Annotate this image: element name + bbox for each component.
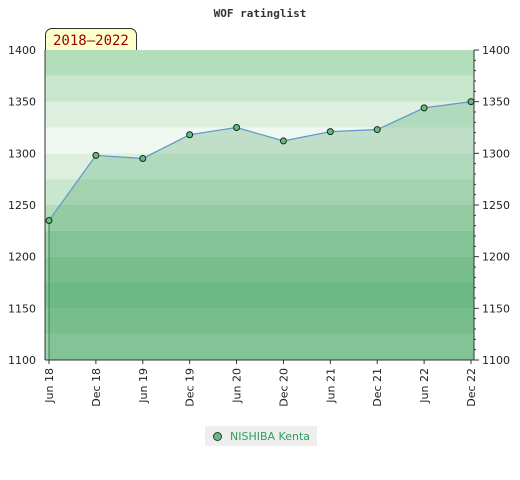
x-tick-label: Jun 21	[324, 368, 337, 404]
y-tick-label-right: 1400	[482, 44, 510, 57]
y-tick-label-right: 1250	[482, 199, 510, 212]
data-point	[420, 104, 428, 112]
x-tick-label: Dec 22	[465, 368, 478, 407]
rating-band	[45, 101, 474, 128]
legend-marker-icon	[213, 431, 222, 441]
y-tick-label-right: 1150	[482, 302, 510, 315]
period-label: 2018–2022	[45, 28, 137, 50]
data-point	[373, 126, 381, 134]
rating-band	[45, 282, 474, 309]
data-point	[45, 217, 53, 224]
rating-band	[45, 153, 474, 180]
data-point	[467, 98, 475, 106]
data-point	[279, 137, 287, 145]
x-tick-label: Dec 21	[371, 368, 384, 407]
x-tick-label: Jun 22	[418, 368, 431, 404]
x-tick-label: Jun 18	[43, 368, 56, 404]
y-tick-label-right: 1350	[482, 96, 510, 109]
y-tick-label-left: 1350	[8, 96, 36, 109]
data-point	[326, 128, 334, 136]
x-tick-label: Dec 20	[277, 368, 290, 407]
y-tick-label-left: 1150	[8, 302, 36, 315]
rating-band	[45, 308, 474, 335]
rating-band	[45, 256, 474, 283]
rating-area	[48, 101, 474, 361]
y-tick-label-left: 1400	[8, 44, 36, 57]
y-tick-label-right: 1100	[482, 354, 510, 367]
y-tick-label-left: 1100	[8, 354, 36, 367]
y-tick-label-left: 1300	[8, 147, 36, 160]
rating-band	[45, 127, 474, 154]
data-point	[92, 151, 100, 159]
data-point	[186, 131, 194, 139]
rating-band	[45, 50, 474, 76]
x-tick-label: Jun 20	[231, 368, 244, 404]
rating-band	[45, 179, 474, 205]
legend-series-name: NISHIBA Kenta	[230, 429, 310, 443]
x-tick-label: Dec 18	[90, 368, 103, 407]
y-tick-label-left: 1200	[8, 251, 36, 264]
y-tick-label-right: 1300	[482, 147, 510, 160]
y-tick-label-right: 1200	[482, 251, 510, 264]
background-bands	[45, 50, 474, 360]
rating-line	[48, 101, 472, 221]
rating-band	[45, 205, 474, 231]
data-points	[45, 98, 475, 224]
rating-band	[45, 230, 474, 257]
data-point	[139, 155, 147, 162]
rating-band	[45, 75, 474, 102]
x-tick-label: Jun 19	[137, 368, 150, 404]
x-tick-label: Dec 19	[184, 368, 197, 407]
y-tick-label-left: 1250	[8, 199, 36, 212]
tick-labels: 1100 1100 1150 1150 1200 1200 1250 1250 1300 1300…	[8, 44, 510, 407]
data-point	[233, 124, 241, 131]
legend[interactable]: NISHIBA Kenta	[205, 426, 317, 446]
rating-fill	[49, 101, 474, 361]
chart-title: WOF ratinglist	[214, 7, 307, 20]
rating-band	[45, 334, 474, 360]
